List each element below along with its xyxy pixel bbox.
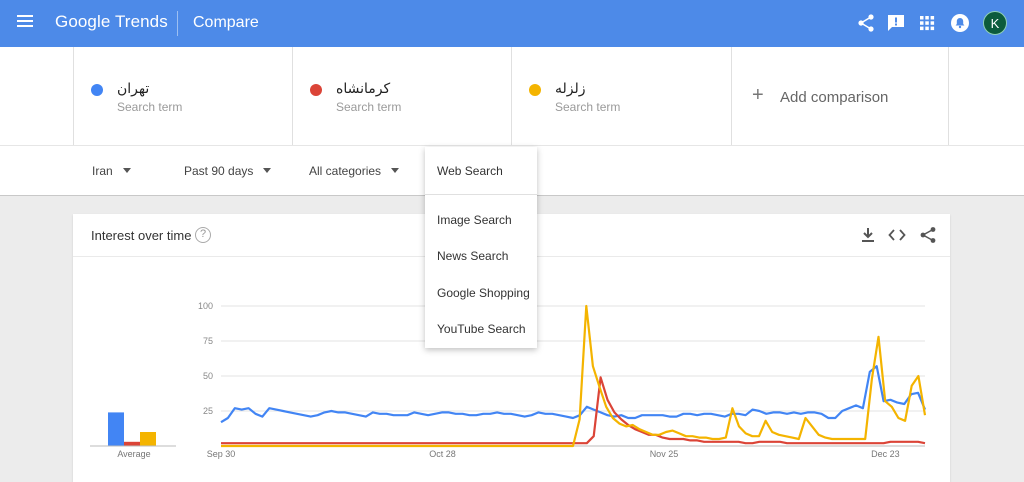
x-tick-label: Oct 28 xyxy=(429,449,456,459)
logo-google: Google xyxy=(55,12,111,31)
interest-chart: 25 50 75 100 Sep 30 Oct 28 Nov 25 Dec 23 Average xyxy=(90,301,927,459)
series-line xyxy=(221,304,927,448)
time-range-select[interactable]: Past 90 days xyxy=(184,164,272,178)
add-comparison-button[interactable]: + Add comparison xyxy=(731,47,949,145)
google-trends-logo[interactable]: Google Trends xyxy=(55,12,168,32)
menu-item-youtube-search[interactable]: YouTube Search xyxy=(437,322,526,336)
menu-divider xyxy=(425,194,537,195)
x-tick-label: Dec 23 xyxy=(871,449,900,459)
y-tick-label: 50 xyxy=(203,371,213,381)
download-icon[interactable] xyxy=(859,226,877,244)
term-type: Search term xyxy=(555,100,621,114)
menu-icon[interactable] xyxy=(17,15,33,29)
comparison-terms-bar: تهران Search term کرمانشاه Search term ز… xyxy=(0,47,1024,145)
top-app-bar: Google Trends Compare K xyxy=(0,0,1024,47)
share-icon[interactable] xyxy=(856,13,876,33)
x-tick-label: Sep 30 xyxy=(207,449,236,459)
x-tick-label: Nov 25 xyxy=(650,449,679,459)
menu-item-web-search[interactable]: Web Search xyxy=(437,164,503,178)
search-property-menu: Web Search Image Search News Search Goog… xyxy=(425,147,537,348)
average-label: Average xyxy=(117,449,150,459)
region-select[interactable]: Iran xyxy=(92,164,131,178)
embed-icon[interactable] xyxy=(888,226,906,244)
term-card-3[interactable]: زلزله Search term xyxy=(511,47,731,145)
average-bar xyxy=(140,432,156,446)
term-card-2[interactable]: کرمانشاه Search term xyxy=(292,47,511,145)
region-value: Iran xyxy=(92,164,113,178)
term-type: Search term xyxy=(117,100,183,114)
series-line xyxy=(221,376,926,445)
plus-icon: + xyxy=(752,84,764,106)
share-icon[interactable] xyxy=(919,226,937,244)
category-value: All categories xyxy=(309,164,382,178)
term-card-1[interactable]: تهران Search term xyxy=(73,47,292,145)
card-title: Interest over time xyxy=(91,228,192,243)
header-divider xyxy=(177,11,178,36)
notifications-icon[interactable] xyxy=(950,13,970,33)
y-tick-label: 100 xyxy=(198,301,213,311)
chevron-down-icon xyxy=(391,168,400,173)
term-color-dot xyxy=(91,84,103,96)
help-icon[interactable]: ? xyxy=(195,227,211,243)
chevron-down-icon xyxy=(122,168,131,173)
logo-trends: Trends xyxy=(114,12,168,31)
chevron-down-icon xyxy=(263,168,272,173)
account-avatar[interactable]: K xyxy=(983,11,1007,35)
add-comparison-label: Add comparison xyxy=(780,89,889,106)
menu-item-image-search[interactable]: Image Search xyxy=(437,213,512,227)
term-type: Search term xyxy=(336,100,402,114)
y-tick-label: 25 xyxy=(203,406,213,416)
term-name: کرمانشاه xyxy=(336,80,391,96)
y-tick-label: 75 xyxy=(203,336,213,346)
feedback-icon[interactable] xyxy=(886,13,906,33)
page-title: Compare xyxy=(193,14,259,31)
term-color-dot xyxy=(310,84,322,96)
series-line xyxy=(220,365,927,424)
time-range-value: Past 90 days xyxy=(184,164,254,178)
term-name: تهران xyxy=(117,80,150,96)
term-name: زلزله xyxy=(555,80,586,96)
menu-item-news-search[interactable]: News Search xyxy=(437,249,509,263)
menu-item-google-shopping[interactable]: Google Shopping xyxy=(437,286,530,300)
term-color-dot xyxy=(529,84,541,96)
average-bar xyxy=(124,441,140,446)
category-select[interactable]: All categories xyxy=(309,164,400,178)
apps-grid-icon[interactable] xyxy=(917,13,937,33)
average-bar xyxy=(108,412,124,446)
